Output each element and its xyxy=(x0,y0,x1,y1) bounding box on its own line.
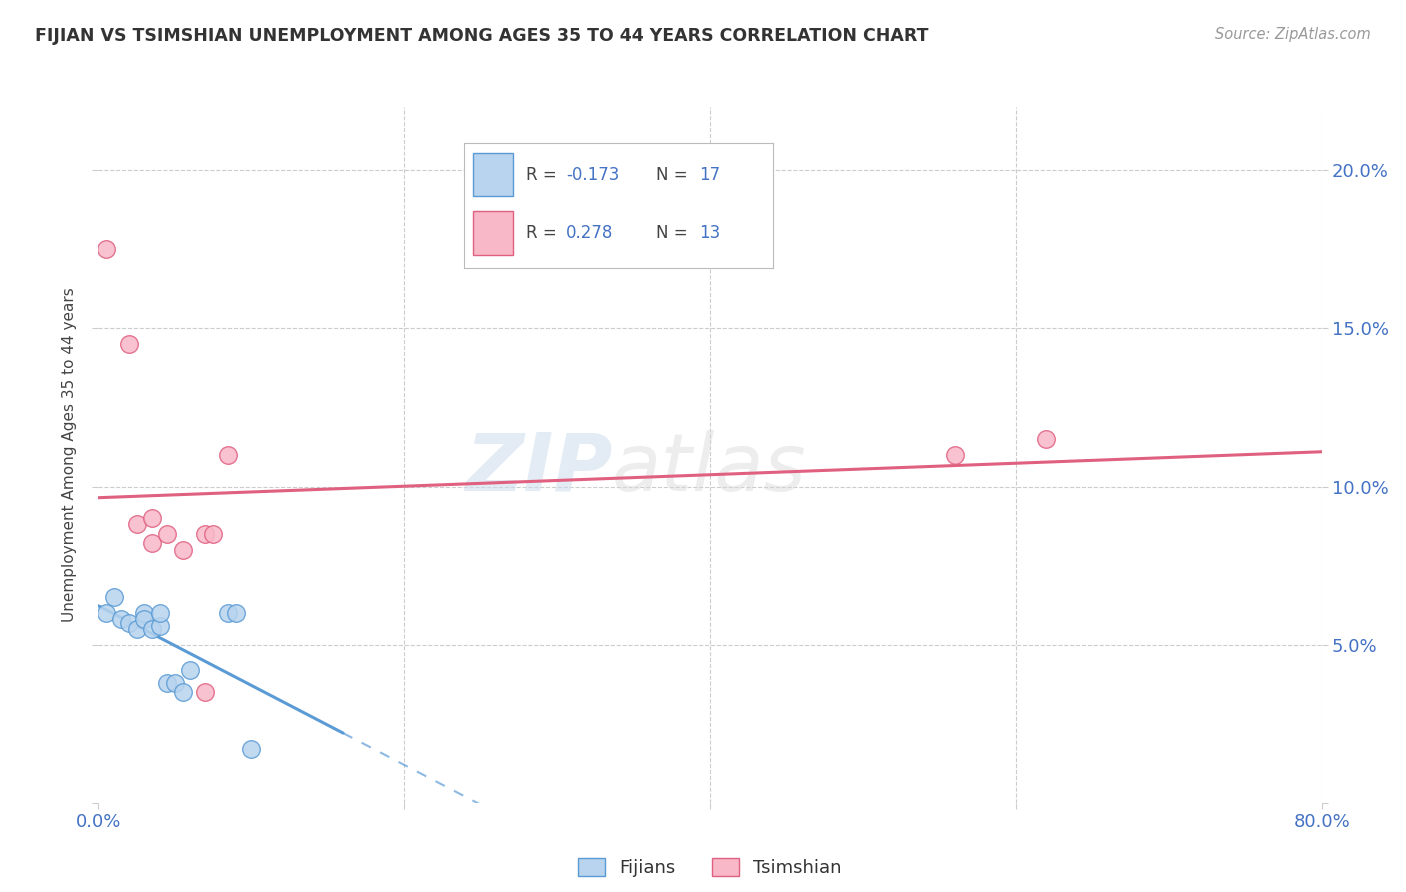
Text: FIJIAN VS TSIMSHIAN UNEMPLOYMENT AMONG AGES 35 TO 44 YEARS CORRELATION CHART: FIJIAN VS TSIMSHIAN UNEMPLOYMENT AMONG A… xyxy=(35,27,928,45)
Text: R =: R = xyxy=(526,166,562,184)
Text: 13: 13 xyxy=(699,224,720,243)
Bar xyxy=(474,211,513,255)
Text: -0.173: -0.173 xyxy=(567,166,620,184)
Point xyxy=(118,615,141,630)
Point xyxy=(194,527,217,541)
Point xyxy=(225,606,247,620)
Point xyxy=(141,511,163,525)
Point xyxy=(194,685,217,699)
Point xyxy=(149,618,172,632)
Text: N =: N = xyxy=(655,166,693,184)
Point xyxy=(1035,432,1057,446)
Text: R =: R = xyxy=(526,224,562,243)
Text: 17: 17 xyxy=(699,166,720,184)
Point xyxy=(141,536,163,550)
Point xyxy=(943,448,966,462)
Point xyxy=(134,606,156,620)
Point xyxy=(172,542,194,557)
Point xyxy=(141,622,163,636)
Bar xyxy=(474,153,513,196)
Point xyxy=(156,675,179,690)
Point xyxy=(217,606,239,620)
Y-axis label: Unemployment Among Ages 35 to 44 years: Unemployment Among Ages 35 to 44 years xyxy=(62,287,77,623)
Point xyxy=(110,612,132,626)
Point xyxy=(172,685,194,699)
Point xyxy=(134,612,156,626)
Point xyxy=(94,243,117,257)
Point xyxy=(163,675,186,690)
Point xyxy=(240,742,263,756)
Legend: Fijians, Tsimshian: Fijians, Tsimshian xyxy=(571,850,849,884)
Point xyxy=(156,527,179,541)
Text: ZIP: ZIP xyxy=(465,430,612,508)
Point xyxy=(125,622,148,636)
Text: atlas: atlas xyxy=(612,430,807,508)
Text: 0.278: 0.278 xyxy=(567,224,613,243)
Text: Source: ZipAtlas.com: Source: ZipAtlas.com xyxy=(1215,27,1371,42)
Point xyxy=(94,606,117,620)
Point xyxy=(217,448,239,462)
Point xyxy=(202,527,225,541)
Point xyxy=(103,591,125,605)
Point xyxy=(149,606,172,620)
Point xyxy=(125,517,148,532)
Point xyxy=(179,663,201,677)
Text: N =: N = xyxy=(655,224,693,243)
Point xyxy=(118,337,141,351)
